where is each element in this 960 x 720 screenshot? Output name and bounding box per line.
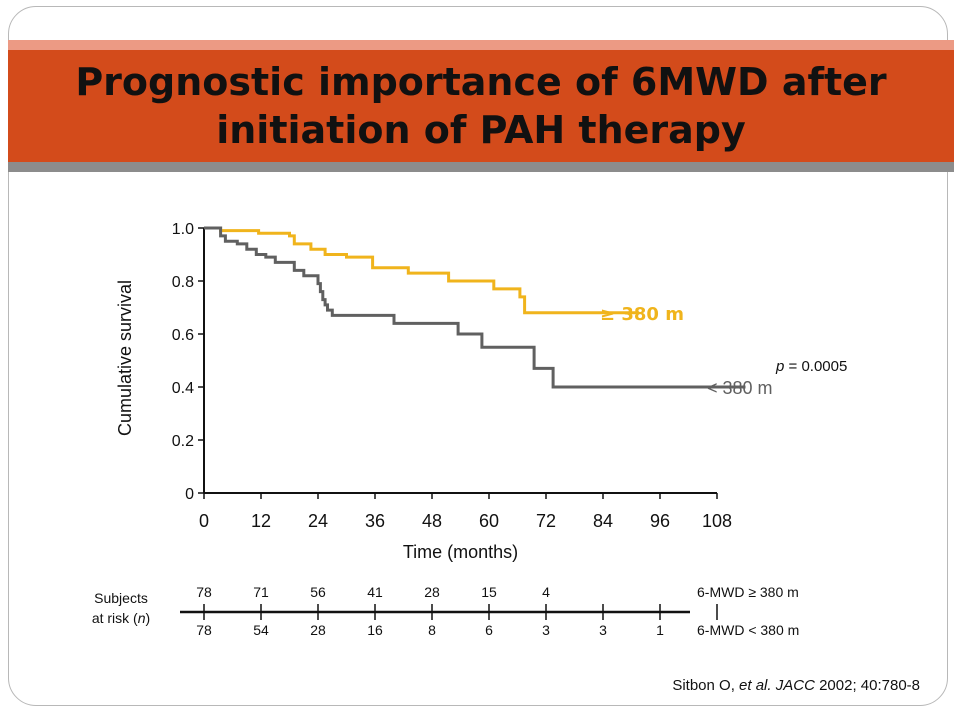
risk-count-high-6mwd: 15 xyxy=(481,584,497,600)
risk-count-high-6mwd: 41 xyxy=(367,584,383,600)
x-tick-label: 48 xyxy=(422,511,442,531)
risk-row-label-low-6mwd: 6-MWD < 380 m xyxy=(697,622,799,638)
risk-table: 78 71 56 41 28 15 4 6-MWD ≥ 380 m 78 54 28 16 8 6 3 3 1 6… xyxy=(180,584,799,638)
risk-count-high-6mwd: 56 xyxy=(310,584,326,600)
y-tick-label: 0 xyxy=(185,486,194,503)
x-tick-label: 84 xyxy=(593,511,613,531)
citation-etal: et al. xyxy=(739,677,772,694)
y-tick-label: 0.6 xyxy=(172,327,194,344)
citation-authors: Sitbon O, xyxy=(672,677,740,694)
x-tick-label: 60 xyxy=(479,511,499,531)
risk-count-low-6mwd: 1 xyxy=(656,622,664,638)
p-value-symbol: p xyxy=(775,358,784,375)
x-axis-title: Time (months) xyxy=(403,542,518,562)
chart-axes: 0 0.2 0.4 0.6 0.8 1.0 0 12 24 36 48 60 72 84 96 108 Time… xyxy=(115,221,732,562)
title-bar: Prognostic importance of 6MWD after init… xyxy=(8,50,954,162)
x-tick-label: 96 xyxy=(650,511,670,531)
citation-journal: JACC xyxy=(771,677,815,694)
risk-label-line-2: at risk (n) xyxy=(76,608,166,628)
risk-label-line-1: Subjects xyxy=(94,590,148,606)
risk-count-low-6mwd: 78 xyxy=(196,622,212,638)
risk-count-low-6mwd: 16 xyxy=(367,622,383,638)
citation-volume: 2002; 40:780-8 xyxy=(814,677,920,694)
risk-count-high-6mwd: 71 xyxy=(253,584,269,600)
risk-count-low-6mwd: 54 xyxy=(253,622,269,638)
risk-count-low-6mwd: 3 xyxy=(542,622,550,638)
risk-label-n: n xyxy=(137,610,146,626)
y-tick-label: 0.8 xyxy=(172,274,194,291)
risk-count-high-6mwd: 28 xyxy=(424,584,440,600)
risk-row-label-high-6mwd: 6-MWD ≥ 380 m xyxy=(697,584,799,600)
risk-count-low-6mwd: 8 xyxy=(428,622,436,638)
risk-count-low-6mwd: 28 xyxy=(310,622,326,638)
x-tick-label: 108 xyxy=(702,511,732,531)
series-label-high-6mwd: ≥ 380 m xyxy=(600,304,684,325)
risk-label-suffix: ) xyxy=(145,610,151,626)
slide-title-line-2: initiation of PAH therapy xyxy=(216,108,746,152)
y-tick-label: 1.0 xyxy=(172,221,194,238)
y-axis-title: Cumulative survival xyxy=(115,280,135,436)
risk-count-high-6mwd: 4 xyxy=(542,584,550,600)
series-label-low-6mwd: < 380 m xyxy=(707,378,773,398)
x-tick-label: 24 xyxy=(308,511,328,531)
risk-count-low-6mwd: 6 xyxy=(485,622,493,638)
p-value-number: = 0.0005 xyxy=(784,358,847,375)
y-tick-label: 0.4 xyxy=(172,380,194,397)
p-value-annotation: p = 0.0005 xyxy=(775,358,847,375)
risk-table-row-header: Subjects at risk (n) xyxy=(76,588,166,628)
x-tick-label: 0 xyxy=(199,511,209,531)
citation: Sitbon O, et al. JACC 2002; 40:780-8 xyxy=(672,677,920,694)
x-tick-label: 12 xyxy=(251,511,271,531)
y-tick-label: 0.2 xyxy=(172,433,194,450)
title-bottom-accent-strip xyxy=(8,162,954,172)
x-tick-label: 72 xyxy=(536,511,556,531)
slide-title-line-1: Prognostic importance of 6MWD after xyxy=(75,60,887,104)
title-top-accent-strip xyxy=(8,40,954,50)
survival-curve-high-6mwd xyxy=(204,226,639,315)
x-tick-label: 36 xyxy=(365,511,385,531)
survival-curve-low-6mwd xyxy=(204,226,746,389)
chart-series xyxy=(204,226,746,389)
risk-count-high-6mwd: 78 xyxy=(196,584,212,600)
risk-count-low-6mwd: 3 xyxy=(599,622,607,638)
risk-label-prefix: at risk ( xyxy=(91,610,138,626)
chart-labels: ≥ 380 m < 380 mp = 0.0005 xyxy=(600,304,847,398)
